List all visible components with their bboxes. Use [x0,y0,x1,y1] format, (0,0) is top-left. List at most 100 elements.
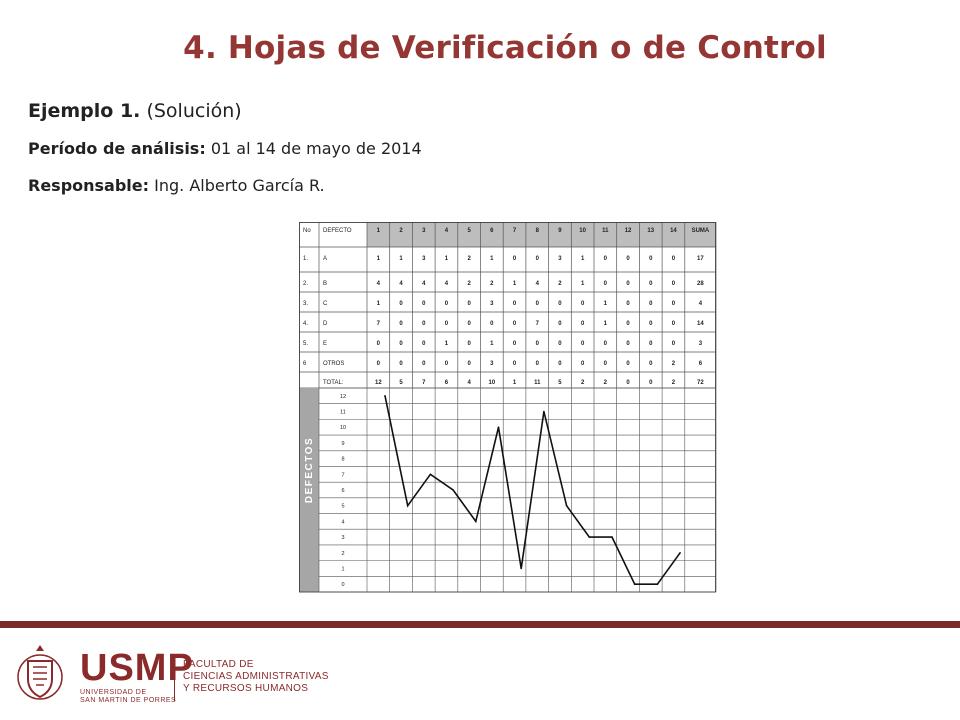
y-tick-label: 4 [341,519,344,525]
table-cell: 0 [672,341,676,347]
table-cell: 0 [536,341,540,347]
total-cell: 2 [581,380,585,386]
total-cell: 0 [626,380,630,386]
total-cell: 5 [558,380,562,386]
series-line [384,395,681,586]
table-cell: 1 [604,301,608,307]
table-header-cell: 8 [536,228,540,234]
table-cell: 1 [399,256,403,262]
example-heading: Ejemplo 1. (Solución) [28,100,242,122]
table-cell: 0 [649,341,653,347]
row-defect: C [323,301,328,307]
table-header-cell: No [303,228,311,234]
row-sum: 4 [699,301,703,307]
table-cell: 0 [672,256,676,262]
y-tick-label: 1 [341,566,344,572]
table-cell: 1 [377,301,381,307]
table-header-cell: 5 [467,228,471,234]
y-tick-label: 0 [341,582,344,588]
table-cell: 3 [490,361,494,367]
table-cell: 0 [445,361,449,367]
table-cell: 0 [649,256,653,262]
row-number: 1. [303,256,308,262]
table-header-cell: 6 [490,228,494,234]
data-point [406,504,409,507]
table-cell: 0 [649,361,653,367]
responsible-label: Responsable: [28,176,150,195]
total-cell: 1 [513,380,517,386]
faculty-name: FACULTAD DE CIENCIAS ADMINISTRATIVAS Y R… [183,659,329,695]
data-point [611,536,613,538]
data-point [475,520,477,523]
table-cell: 4 [422,281,426,287]
y-tick-label: 11 [340,410,346,416]
table-cell: 0 [581,341,585,347]
table-cell: 0 [513,341,517,347]
row-defect: OTROS [323,361,344,367]
table-cell: 0 [649,301,653,307]
data-point [633,583,636,585]
data-point [429,473,432,476]
example-label: Ejemplo 1. [28,100,141,122]
shield-icon [17,645,63,700]
table-cell: 0 [626,301,630,307]
table-cell: 7 [377,321,381,327]
table-cell: 0 [604,361,608,367]
table-cell: 0 [377,341,381,347]
table-cell: 0 [604,281,608,287]
total-cell: 12 [375,380,382,386]
table-header-cell: 9 [558,228,562,234]
total-cell: 11 [534,380,541,386]
row-number: 6 [303,361,307,367]
usmp-logo: USMP UNIVERSIDAD DE SAN MARTIN DE PORRES… [14,643,344,705]
brand-subtitle: UNIVERSIDAD DE SAN MARTIN DE PORRES [80,689,176,705]
faculty-line-1: FACULTAD DE [183,659,254,670]
table-cell: 1 [445,256,449,262]
table-cell: 0 [467,341,471,347]
sheet-border [299,222,716,593]
total-label: TOTAL: [323,380,344,386]
table-cell: 0 [467,321,471,327]
table-cell: 0 [581,301,585,307]
row-defect: D [323,321,328,327]
y-tick-label: 8 [341,457,344,463]
table-cell: 0 [467,301,471,307]
table-cell: 0 [604,256,608,262]
table-cell: 0 [536,301,540,307]
table-cell: 0 [626,341,630,347]
brand-sub-1: UNIVERSIDAD DE [80,689,147,696]
row-number: 3. [303,301,308,307]
responsible-line: Responsable: Ing. Alberto García R. [28,176,325,195]
row-number: 5. [303,341,308,347]
table-cell: 1 [581,281,585,287]
row-defect: A [323,256,327,262]
total-cell: 5 [399,380,403,386]
faculty-line-3: Y RECURSOS HUMANOS [183,683,309,694]
row-number: 2. [303,281,308,287]
y-tick-label: 2 [341,551,344,557]
example-note: (Solución) [146,100,242,122]
table-header-cell: 14 [670,228,677,234]
table-header-cell: 11 [602,228,609,234]
header-fill [367,222,716,247]
data-point [588,536,591,538]
data-point [497,426,500,429]
table-header-cell: 4 [445,228,449,234]
total-cell: 2 [604,380,608,386]
table-header-cell: 3 [422,228,426,234]
y-tick-label: 3 [341,535,344,541]
total-sum: 72 [697,380,704,386]
table-cell: 2 [467,281,471,287]
ylabel-band [299,388,319,592]
total-cell: 2 [672,380,676,386]
total-cell: 10 [489,380,496,386]
data-point [656,583,659,585]
table-cell: 3 [422,256,426,262]
table-cell: 0 [513,256,517,262]
table-cell: 1 [604,321,608,327]
table-cell: 0 [467,361,471,367]
table-cell: 0 [558,361,562,367]
row-defect: B [323,281,327,287]
period-label: Período de análisis: [28,139,206,158]
table-cell: 1 [445,341,449,347]
